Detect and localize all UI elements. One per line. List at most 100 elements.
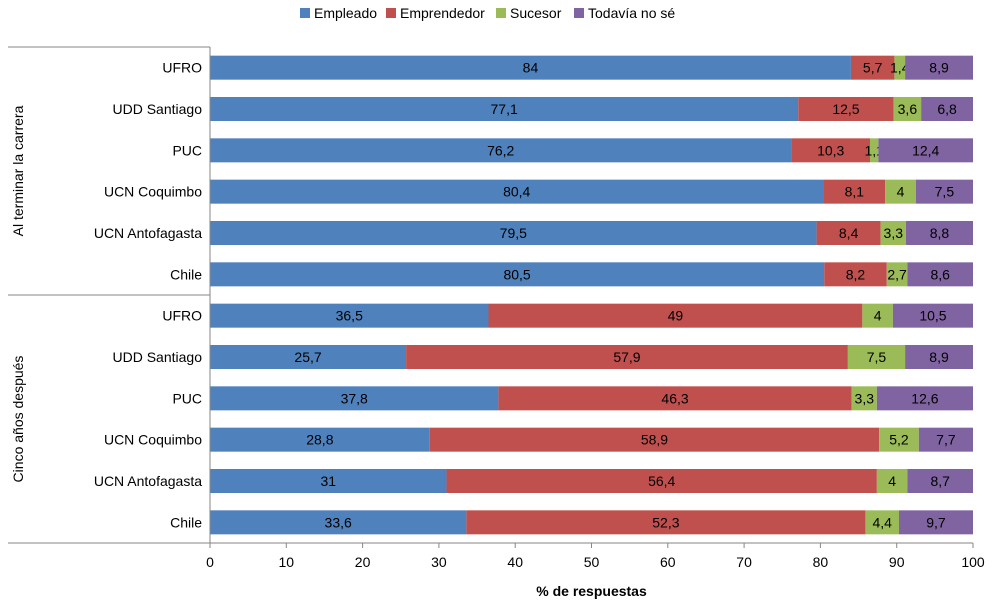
bar-segment	[498, 386, 852, 411]
data-label: 31	[320, 473, 336, 489]
legend-label-2: Sucesor	[510, 5, 562, 21]
data-label: 8,9	[929, 60, 949, 76]
group-0: UFRO 84 5,7 1,4 8,9 UDD Santiago 77,1 12,5 3,6 6,…	[10, 55, 973, 287]
bar-segment	[851, 386, 877, 411]
legend-swatch-3	[574, 8, 584, 18]
bar-segment	[918, 427, 973, 452]
data-label: 76,2	[487, 142, 514, 158]
bar-segment	[824, 262, 887, 287]
data-label: 25,7	[294, 349, 321, 365]
bar-segment	[466, 510, 866, 535]
bar-segment	[894, 55, 906, 80]
legend: Empleado Emprendedor Sucesor Todavía no sé	[300, 5, 675, 21]
bar-segment	[878, 138, 973, 163]
category-label: UCN Coquimbo	[104, 432, 202, 448]
bar-segment	[210, 345, 407, 369]
category-label: PUC	[172, 142, 202, 158]
category-label: UCN Antofagasta	[94, 473, 202, 489]
data-label: 33,6	[325, 514, 352, 530]
bar-segment	[880, 221, 906, 245]
data-label: 46,3	[661, 390, 688, 406]
data-label: 8,8	[930, 225, 950, 241]
data-label: 6,8	[937, 101, 957, 117]
data-label: 77,1	[491, 101, 518, 117]
bar-segment	[865, 510, 899, 535]
data-label: 8,7	[930, 473, 950, 489]
x-axis-title: % de respuestas	[536, 583, 647, 599]
bar-segment	[869, 138, 879, 163]
data-label: 10,5	[919, 308, 946, 324]
legend-label-0: Empleado	[314, 5, 377, 21]
group-1: UFRO 36,5 49 4 10,5 UDD Santiago 25,7 57,9 7,5 8,…	[10, 303, 973, 535]
data-label: 80,4	[503, 184, 530, 200]
bar-segment	[886, 262, 908, 287]
data-label: 3,6	[898, 101, 918, 117]
x-tick-label: 100	[961, 554, 985, 570]
data-label: 4	[897, 184, 905, 200]
bar-segment	[898, 510, 973, 535]
data-label: 3,3	[855, 390, 875, 406]
bar-segment	[488, 303, 863, 328]
x-tick-label: 20	[355, 554, 371, 570]
data-label: 79,5	[500, 225, 527, 241]
bar-segment	[850, 55, 895, 80]
bar-segment	[876, 469, 908, 493]
bar-segment	[905, 345, 973, 369]
data-label: 80,5	[503, 266, 530, 282]
data-label: 5,7	[863, 60, 883, 76]
bar-segment	[791, 138, 870, 163]
bar-segment	[210, 262, 825, 287]
data-label: 4	[874, 308, 882, 324]
category-label: Chile	[170, 266, 202, 282]
bar-segment	[210, 469, 447, 493]
data-label: 12,5	[832, 101, 859, 117]
group-label: Cinco años después	[10, 356, 26, 483]
bar-segment	[847, 345, 906, 369]
category-label: PUC	[172, 390, 202, 406]
data-label: 8,2	[846, 266, 866, 282]
x-tick-label: 60	[660, 554, 676, 570]
legend-swatch-1	[386, 8, 396, 18]
bar-segment	[210, 303, 489, 328]
bar-segment	[905, 55, 973, 80]
data-label: 10,3	[817, 142, 844, 158]
bar-segment	[798, 97, 894, 121]
bar-segment	[879, 427, 919, 452]
category-label: UFRO	[162, 60, 202, 76]
data-label: 8,6	[930, 266, 950, 282]
data-label: 57,9	[613, 349, 640, 365]
bar-segment	[210, 55, 851, 80]
bar-segment	[876, 386, 973, 411]
data-label: 2,7	[887, 266, 907, 282]
data-label: 58,9	[641, 432, 668, 448]
bar-segment	[210, 97, 799, 121]
x-tick-label: 10	[279, 554, 295, 570]
x-tick-label: 50	[584, 554, 600, 570]
x-tick-label: 70	[736, 554, 752, 570]
legend-swatch-2	[496, 8, 506, 18]
data-label: 12,6	[911, 390, 938, 406]
data-label: 4,4	[872, 514, 892, 530]
data-label: 37,8	[341, 390, 368, 406]
data-label: 12,4	[912, 142, 939, 158]
data-label: 56,4	[648, 473, 675, 489]
x-tick-label: 0	[206, 554, 214, 570]
bar-segment	[885, 179, 916, 204]
bar-segment	[406, 345, 848, 369]
bar-segment	[210, 221, 817, 245]
bar-segment	[210, 386, 499, 411]
category-label: UFRO	[162, 308, 202, 324]
data-label: 52,3	[652, 514, 679, 530]
bar-segment	[210, 179, 824, 204]
data-label: 9,7	[926, 514, 946, 530]
category-label: UCN Antofagasta	[94, 225, 202, 241]
data-label: 8,9	[929, 349, 949, 365]
bar-segment	[915, 179, 973, 204]
category-label: Chile	[170, 514, 202, 530]
data-label: 3,3	[884, 225, 904, 241]
x-tick-label: 90	[889, 554, 905, 570]
bar-segment	[210, 138, 792, 163]
x-tick-label: 30	[431, 554, 447, 570]
bar-segment	[862, 303, 893, 328]
